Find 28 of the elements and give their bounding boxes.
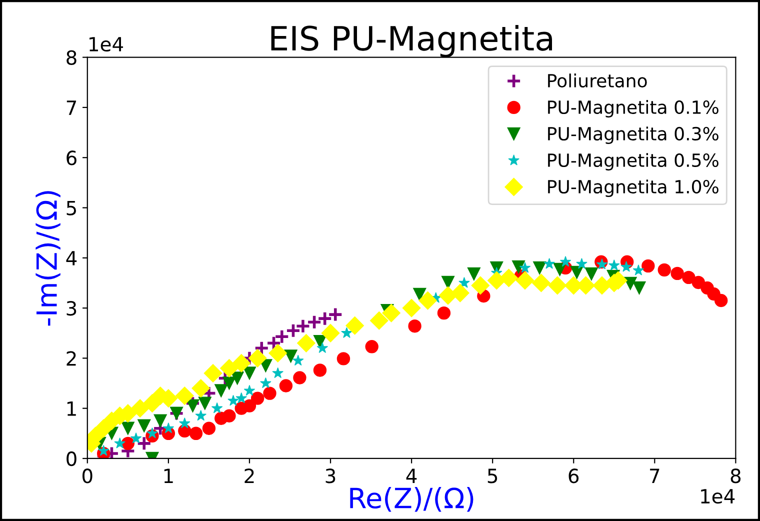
y-axis-title: -Im(Z)/(Ω) — [36, 191, 60, 326]
legend-label: PU-Magnetita 1.0% — [548, 180, 718, 198]
y-tick-label: 6 — [66, 150, 76, 166]
text: 1e4 — [701, 489, 735, 504]
y-tick-label: 8 — [66, 50, 76, 65]
y-tick-label: 2 — [66, 351, 76, 366]
x-tick-label: 0 — [82, 468, 92, 484]
x-axis-title: Re(Z)/(Ω) — [350, 487, 474, 512]
legend-label: Poliuretano — [548, 74, 647, 88]
chart-title: EIS PU-Magnetita — [271, 25, 552, 58]
x-tick-label: 1 — [164, 468, 173, 483]
legend-label: PU-Magnetita 0.3% — [548, 126, 718, 144]
y-tick-label: 4 — [66, 251, 77, 266]
x-tick-label: 8 — [730, 468, 741, 484]
x-tick-label: 4 — [406, 468, 417, 483]
y-tick-label: 7 — [66, 100, 76, 115]
x-tick-label: 6 — [568, 468, 579, 484]
x-tick-label: 7 — [650, 468, 660, 483]
x-tick-label: 3 — [326, 468, 336, 484]
text: 1e4 — [90, 37, 124, 52]
y-tick-label: 3 — [66, 300, 76, 316]
y-tick-label: 1 — [67, 402, 76, 416]
x-tick-label: 5 — [488, 468, 498, 484]
legend-label: PU-Magnetita 0.1% — [548, 100, 718, 118]
x-tick-label: 2 — [244, 468, 254, 483]
y-tick-label: 5 — [66, 200, 76, 216]
y-tick-label: 0 — [66, 451, 76, 466]
legend-label: PU-Magnetita 0.5% — [548, 153, 718, 171]
